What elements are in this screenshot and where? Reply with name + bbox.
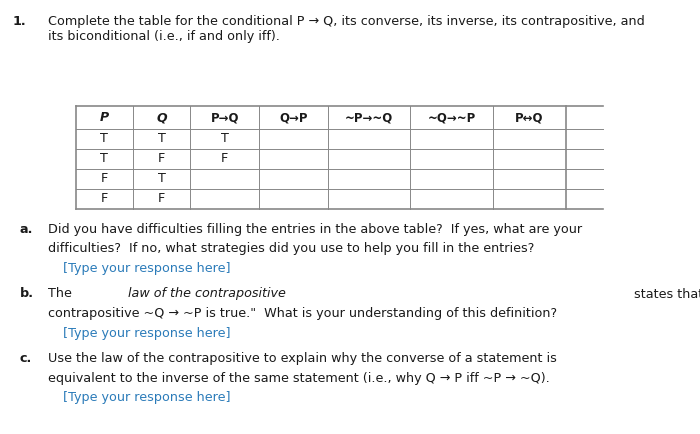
Text: Did you have difficulties filling the entries in the above table?  If yes, what : Did you have difficulties filling the en… <box>48 223 582 236</box>
Text: T: T <box>158 172 166 185</box>
Text: F: F <box>101 172 108 185</box>
Text: F: F <box>158 152 165 165</box>
Text: 1.: 1. <box>13 15 26 28</box>
Text: F: F <box>221 152 228 165</box>
Text: equivalent to the inverse of the same statement (i.e., why Q → P iff ~P → ~Q).: equivalent to the inverse of the same st… <box>48 372 550 385</box>
Text: states that "A sentence of the form P → Q is true iff the: states that "A sentence of the form P → … <box>630 287 700 300</box>
Text: b.: b. <box>20 287 34 300</box>
Text: T: T <box>220 132 229 145</box>
Text: Complete the table for the conditional P → Q, its converse, its inverse, its con: Complete the table for the conditional P… <box>48 15 644 28</box>
Text: Q: Q <box>156 111 167 124</box>
Text: its biconditional (i.e., if and only iff).: its biconditional (i.e., if and only iff… <box>48 30 279 43</box>
Text: [Type your response here]: [Type your response here] <box>63 262 230 275</box>
Text: P: P <box>99 111 109 124</box>
Text: P↔Q: P↔Q <box>515 111 543 124</box>
Text: T: T <box>100 152 108 165</box>
Text: law of the contrapositive: law of the contrapositive <box>128 287 286 300</box>
Text: contrapositive ~Q → ~P is true."  What is your understanding of this definition?: contrapositive ~Q → ~P is true." What is… <box>48 307 557 320</box>
Text: [Type your response here]: [Type your response here] <box>63 327 230 340</box>
Text: T: T <box>100 132 108 145</box>
Text: c.: c. <box>20 352 32 365</box>
Text: F: F <box>101 192 108 205</box>
Text: T: T <box>158 132 166 145</box>
Text: The: The <box>48 287 76 300</box>
Text: Use the law of the contrapositive to explain why the converse of a statement is: Use the law of the contrapositive to exp… <box>48 352 557 365</box>
Text: a.: a. <box>20 223 33 236</box>
Text: difficulties?  If no, what strategies did you use to help you fill in the entrie: difficulties? If no, what strategies did… <box>48 243 534 256</box>
Text: ~P→~Q: ~P→~Q <box>345 111 393 124</box>
Text: P→Q: P→Q <box>211 111 239 124</box>
Text: Q→P: Q→P <box>279 111 307 124</box>
Text: [Type your response here]: [Type your response here] <box>63 391 230 404</box>
Text: F: F <box>158 192 165 205</box>
Text: ~Q→~P: ~Q→~P <box>428 111 475 124</box>
